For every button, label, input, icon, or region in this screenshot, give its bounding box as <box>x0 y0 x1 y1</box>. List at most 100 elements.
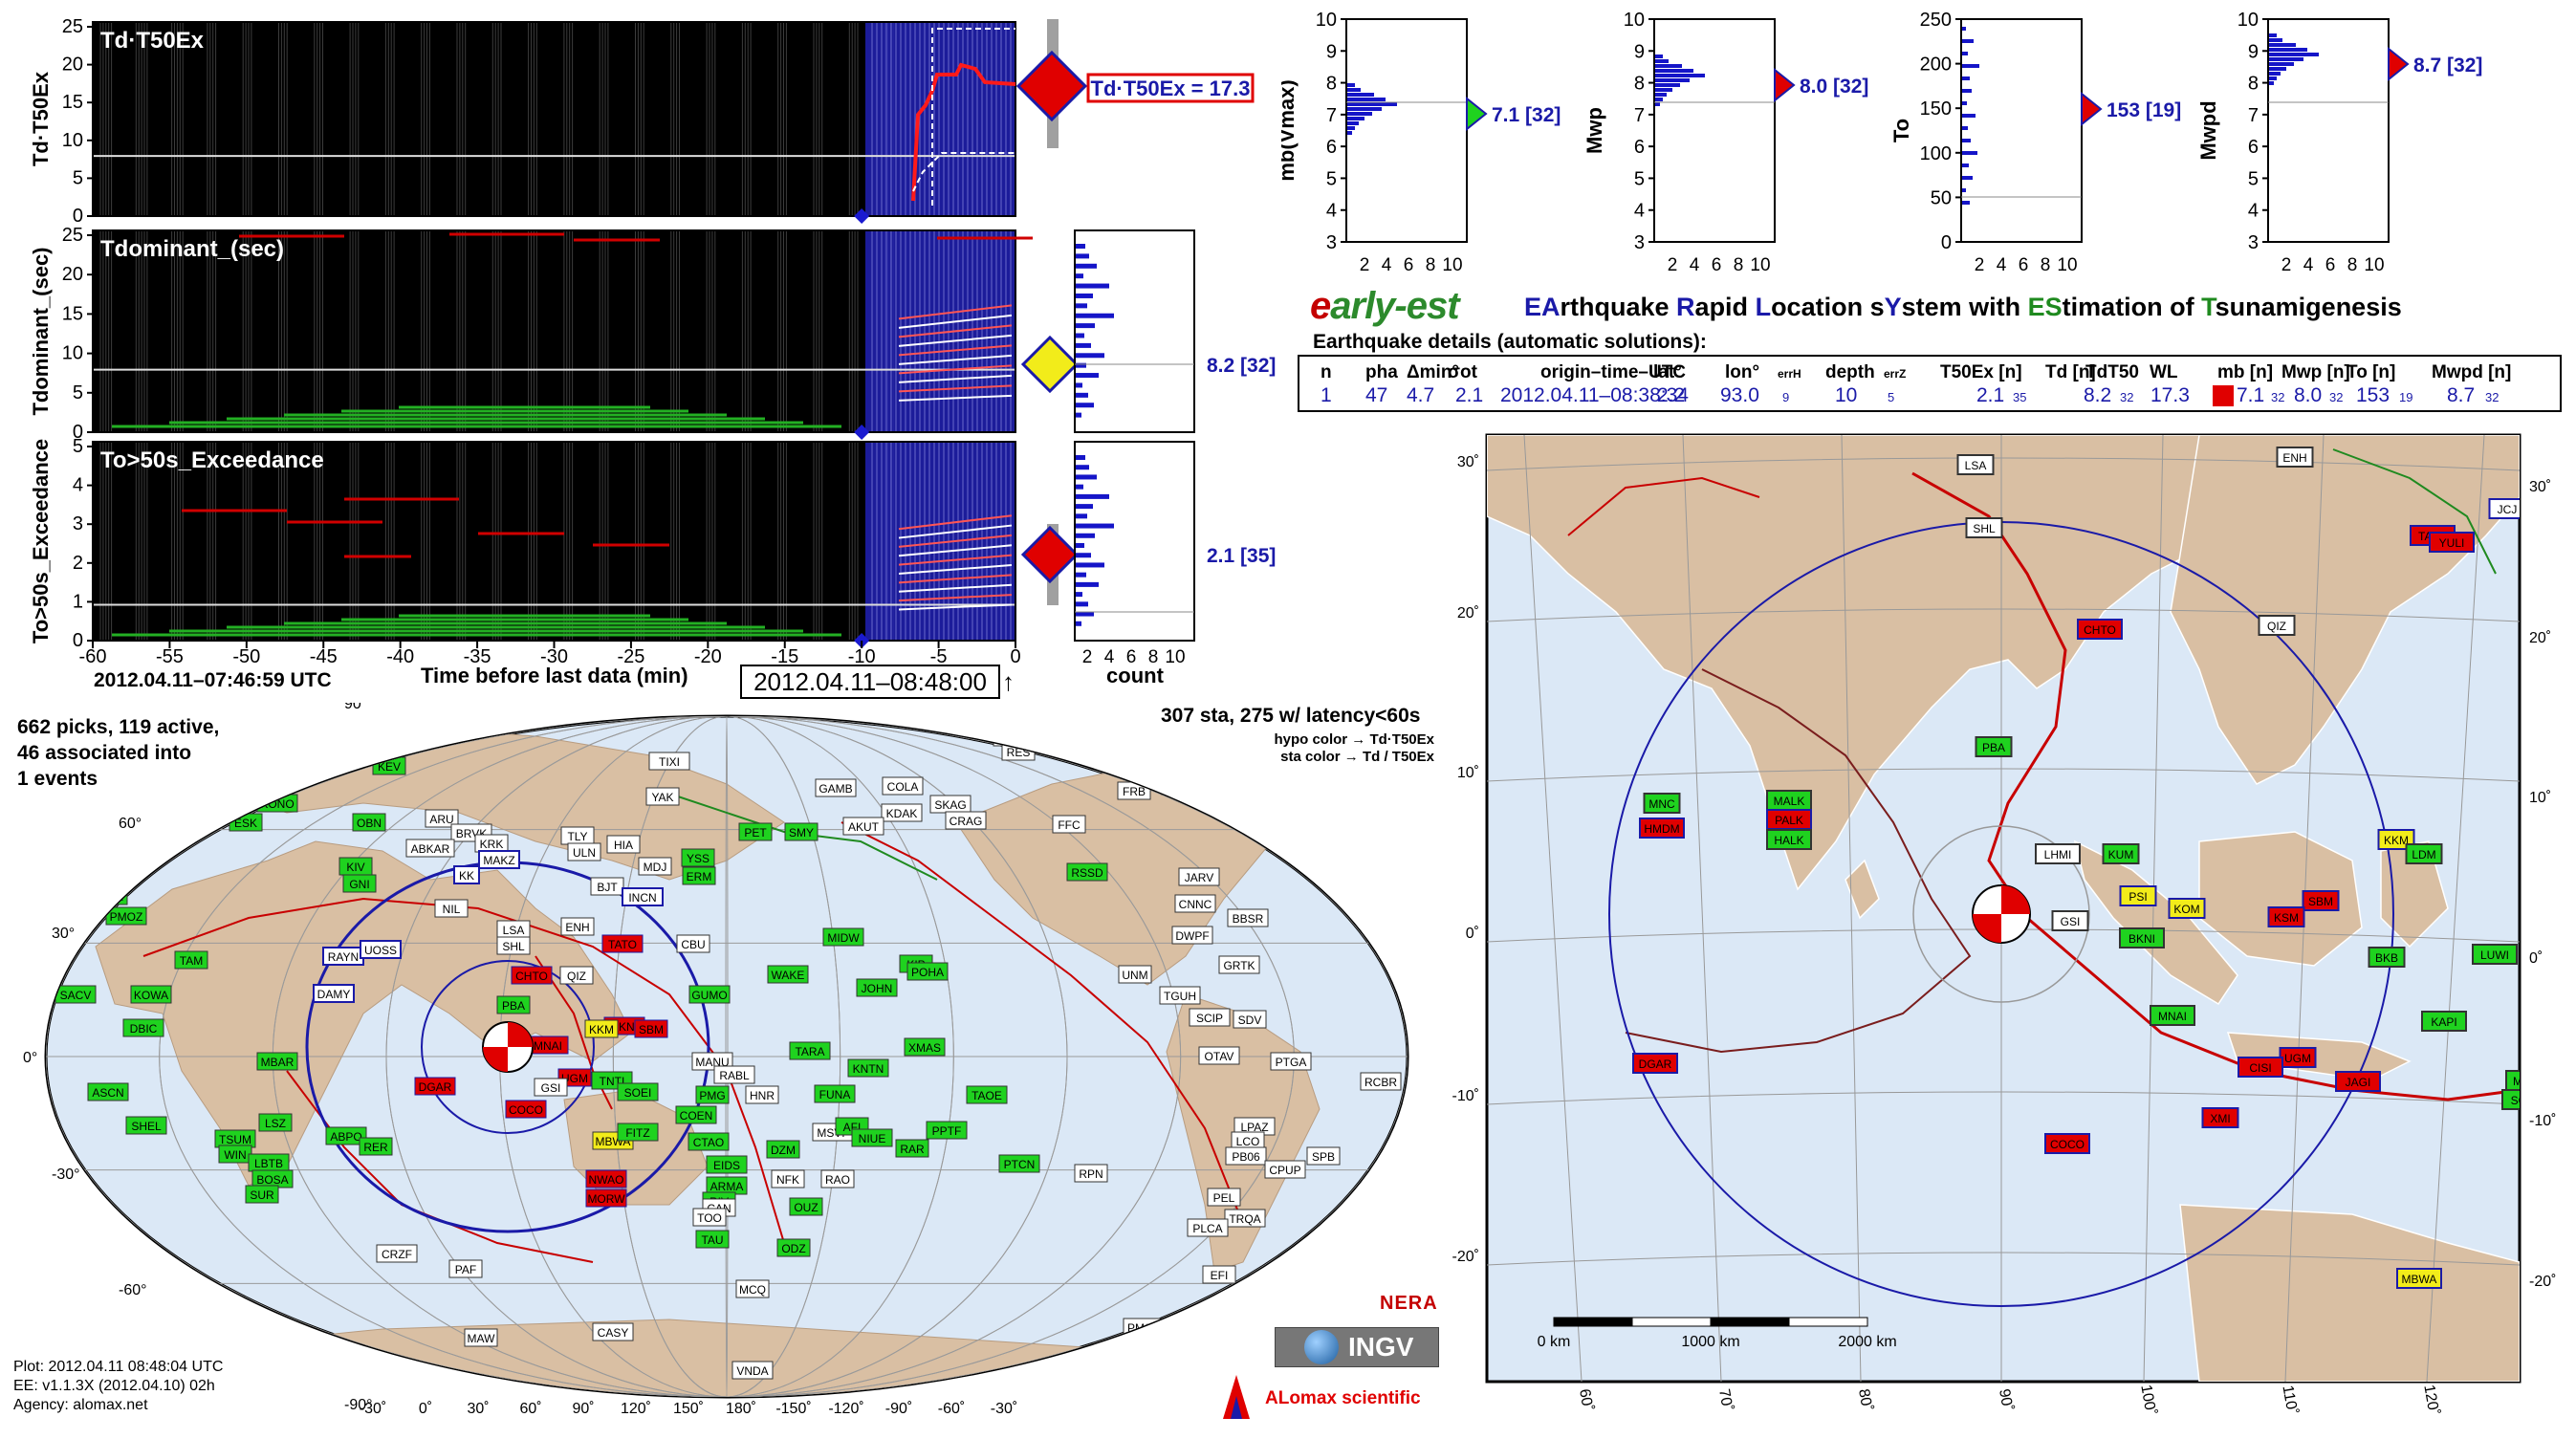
station-marker[interactable] <box>1187 1218 1229 1237</box>
station-marker[interactable] <box>2201 1107 2239 1128</box>
station-marker[interactable] <box>1198 1046 1240 1065</box>
station-marker[interactable] <box>820 1169 855 1188</box>
station-marker[interactable] <box>2302 890 2340 911</box>
station-marker[interactable] <box>731 1361 774 1380</box>
station-marker[interactable] <box>634 1019 668 1038</box>
station-marker[interactable] <box>617 1123 659 1142</box>
station-marker[interactable] <box>2405 843 2443 864</box>
station-marker[interactable] <box>945 811 987 830</box>
station-marker[interactable] <box>895 1139 929 1158</box>
station-marker[interactable] <box>559 966 594 985</box>
station-marker[interactable] <box>1074 1164 1108 1183</box>
station-marker[interactable] <box>789 1041 831 1060</box>
station-marker[interactable] <box>1270 1052 1312 1071</box>
station-marker[interactable] <box>376 1244 418 1263</box>
station-marker[interactable] <box>585 1188 627 1208</box>
station-marker[interactable] <box>560 917 595 936</box>
station-marker[interactable] <box>325 1126 367 1145</box>
station-marker[interactable] <box>695 1230 730 1249</box>
station-marker[interactable] <box>585 1169 627 1188</box>
station-marker[interactable] <box>906 962 949 981</box>
station-marker[interactable] <box>478 850 520 869</box>
station-marker[interactable] <box>2488 498 2525 519</box>
station-marker[interactable] <box>2035 843 2081 864</box>
station-marker[interactable] <box>822 927 864 947</box>
station-marker[interactable] <box>601 934 644 953</box>
station-marker[interactable] <box>2472 944 2518 965</box>
station-marker[interactable] <box>592 1322 634 1341</box>
station-marker[interactable] <box>360 940 402 959</box>
station-marker[interactable] <box>244 753 278 773</box>
station-marker[interactable] <box>789 1197 823 1216</box>
station-marker[interactable] <box>1161 776 1203 796</box>
station-marker[interactable] <box>2258 615 2296 636</box>
station-marker[interactable] <box>1052 815 1086 834</box>
station-marker[interactable] <box>738 822 773 841</box>
station-marker[interactable] <box>2102 843 2140 864</box>
station-marker[interactable] <box>1224 1209 1266 1228</box>
station-marker[interactable] <box>904 1037 946 1057</box>
station-marker[interactable] <box>606 835 641 854</box>
station-marker[interactable] <box>2501 1089 2546 1110</box>
station-marker[interactable] <box>174 950 208 970</box>
station-marker[interactable] <box>814 1084 856 1103</box>
station-marker[interactable] <box>122 1018 164 1037</box>
station-marker[interactable] <box>1050 735 1100 754</box>
station-marker[interactable] <box>2421 1011 2467 1032</box>
station-marker[interactable] <box>2051 910 2089 931</box>
station-marker[interactable] <box>434 899 469 918</box>
station-marker[interactable] <box>851 1128 893 1147</box>
station-marker[interactable] <box>648 752 690 771</box>
station-marker[interactable] <box>130 985 172 1004</box>
station-marker[interactable] <box>2119 927 2165 948</box>
station-marker[interactable] <box>682 866 716 885</box>
station-marker[interactable] <box>1643 793 1681 814</box>
station-marker[interactable] <box>414 1077 456 1096</box>
station-marker[interactable] <box>245 1185 279 1204</box>
station-marker[interactable] <box>365 729 400 748</box>
station-marker[interactable] <box>856 978 898 997</box>
station-marker[interactable] <box>2119 885 2157 906</box>
station-marker[interactable] <box>1306 1146 1341 1166</box>
station-marker[interactable] <box>2377 829 2415 850</box>
regional-map[interactable]: LSA SHL ENH QIZ CHTO PBA MNC HMDM MALK PALK HALK LH… <box>1434 421 2576 1434</box>
station-marker[interactable] <box>2429 532 2475 553</box>
station-marker[interactable] <box>771 1169 805 1188</box>
station-marker[interactable] <box>1766 829 1812 850</box>
station-marker[interactable] <box>776 1238 811 1257</box>
station-marker[interactable] <box>1171 926 1213 945</box>
station-marker[interactable] <box>638 857 672 876</box>
station-marker[interactable] <box>2150 1005 2195 1026</box>
station-marker[interactable] <box>1155 749 1197 768</box>
station-marker[interactable] <box>453 865 480 884</box>
station-marker[interactable] <box>766 1140 800 1159</box>
station-marker[interactable] <box>645 787 680 806</box>
station-marker[interactable] <box>966 1085 1008 1104</box>
station-marker[interactable] <box>256 1052 298 1071</box>
station-marker[interactable] <box>688 1132 730 1151</box>
station-marker[interactable] <box>584 1019 619 1038</box>
station-marker[interactable] <box>881 803 923 822</box>
end-time-box[interactable] <box>740 665 1000 699</box>
station-marker[interactable] <box>505 1100 547 1119</box>
station-marker[interactable] <box>1965 517 2003 538</box>
station-marker[interactable] <box>745 1085 779 1104</box>
station-marker[interactable] <box>784 822 819 841</box>
station-marker[interactable] <box>688 985 731 1004</box>
station-marker[interactable] <box>1066 862 1108 882</box>
station-marker[interactable] <box>2044 1133 2090 1154</box>
station-marker[interactable] <box>617 1082 659 1101</box>
station-marker[interactable] <box>842 817 884 836</box>
station-marker[interactable] <box>692 1208 727 1227</box>
station-marker[interactable] <box>1159 986 1201 1005</box>
station-marker[interactable] <box>352 813 386 832</box>
station-marker[interactable] <box>998 1154 1040 1173</box>
station-marker[interactable] <box>1956 454 1995 475</box>
station-marker[interactable] <box>511 966 553 985</box>
station-marker[interactable] <box>425 809 459 828</box>
station-marker[interactable] <box>2267 906 2305 927</box>
station-marker[interactable] <box>2077 619 2123 640</box>
station-marker[interactable] <box>2526 1219 2570 1238</box>
station-marker[interactable] <box>87 1082 129 1101</box>
station-marker[interactable] <box>675 1105 717 1124</box>
